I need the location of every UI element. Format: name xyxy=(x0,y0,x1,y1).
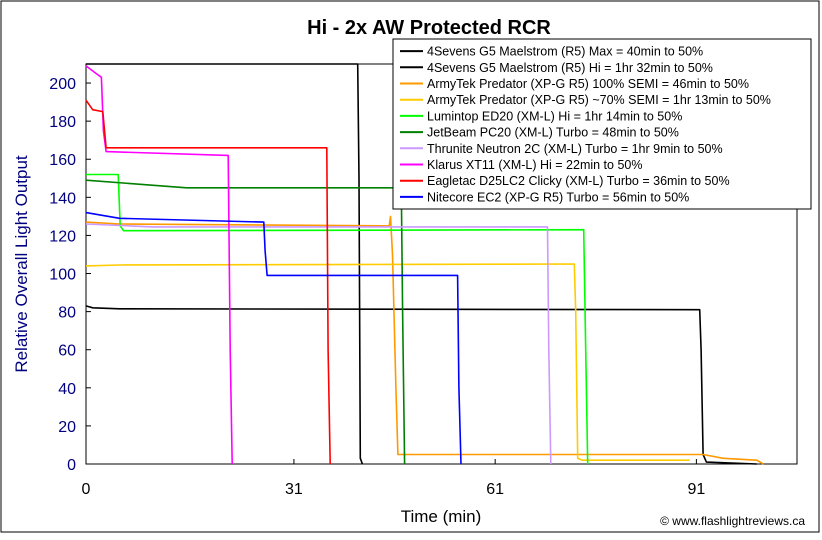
x-tick-label: 91 xyxy=(687,481,705,498)
legend-entry: JetBeam PC20 (XM-L) Turbo = 48min to 50% xyxy=(427,126,679,140)
y-tick-label: 0 xyxy=(67,457,76,474)
legend-entry: Lumintop ED20 (XM-L) Hi = 1hr 14min to 5… xyxy=(427,109,682,123)
chart-title: Hi - 2x AW Protected RCR xyxy=(307,17,551,39)
legend-entry: ArmyTek Predator (XP-G R5) 100% SEMI = 4… xyxy=(427,77,749,91)
y-tick-label: 120 xyxy=(49,228,76,245)
series-line-5 xyxy=(86,173,589,465)
y-tick-label: 100 xyxy=(49,267,76,284)
legend-entry: 4Sevens G5 Maelstrom (R5) Hi = 1hr 32min… xyxy=(427,61,713,75)
series-line-3 xyxy=(85,215,764,465)
series-line-2 xyxy=(85,305,757,465)
y-tick-label: 80 xyxy=(58,305,76,322)
x-axis-ticks: 0 31 61 91 xyxy=(82,459,705,498)
credit-text: © www.flashlightreviews.ca xyxy=(660,514,805,528)
y-tick-label: 40 xyxy=(58,381,76,398)
legend-entry: Nitecore EC2 (XP-G R5) Turbo = 56min to … xyxy=(427,190,689,204)
legend-entry: Thrunite Neutron 2C (XM-L) Turbo = 1hr 9… xyxy=(427,142,723,156)
series-line-1 xyxy=(86,63,364,465)
y-axis-ticks: 0 20 40 60 80 100 120 140 160 180 200 xyxy=(49,76,91,474)
y-tick-label: 200 xyxy=(49,76,76,93)
legend: 4Sevens G5 Maelstrom (R5) Max = 40min to… xyxy=(392,38,812,210)
legend-box xyxy=(392,38,812,210)
y-tick-label: 20 xyxy=(58,419,76,436)
series-line-9 xyxy=(85,99,331,465)
x-tick-label: 31 xyxy=(285,481,303,498)
legend-entry: Klarus XT11 (XM-L) Hi = 22min to 50% xyxy=(427,158,642,172)
series-line-10 xyxy=(85,211,462,465)
series-line-7 xyxy=(85,223,552,465)
legend-entry: ArmyTek Predator (XP-G R5) ~70% SEMI = 1… xyxy=(427,93,771,107)
legend-entry: Eagletac D25LC2 Clicky (XM-L) Turbo = 36… xyxy=(427,174,730,188)
y-tick-label: 60 xyxy=(58,343,76,360)
x-tick-label: 61 xyxy=(486,481,504,498)
y-tick-label: 160 xyxy=(49,152,76,169)
y-axis-label: Relative Overall Light Output xyxy=(12,155,31,373)
x-tick-label: 0 xyxy=(82,481,91,498)
x-axis-label: Time (min) xyxy=(401,507,482,526)
series-layer xyxy=(85,63,764,465)
series-line-4 xyxy=(85,263,690,462)
y-tick-label: 180 xyxy=(49,114,76,131)
y-tick-label: 140 xyxy=(49,190,76,207)
legend-entry: 4Sevens G5 Maelstrom (R5) Max = 40min to… xyxy=(427,45,703,59)
